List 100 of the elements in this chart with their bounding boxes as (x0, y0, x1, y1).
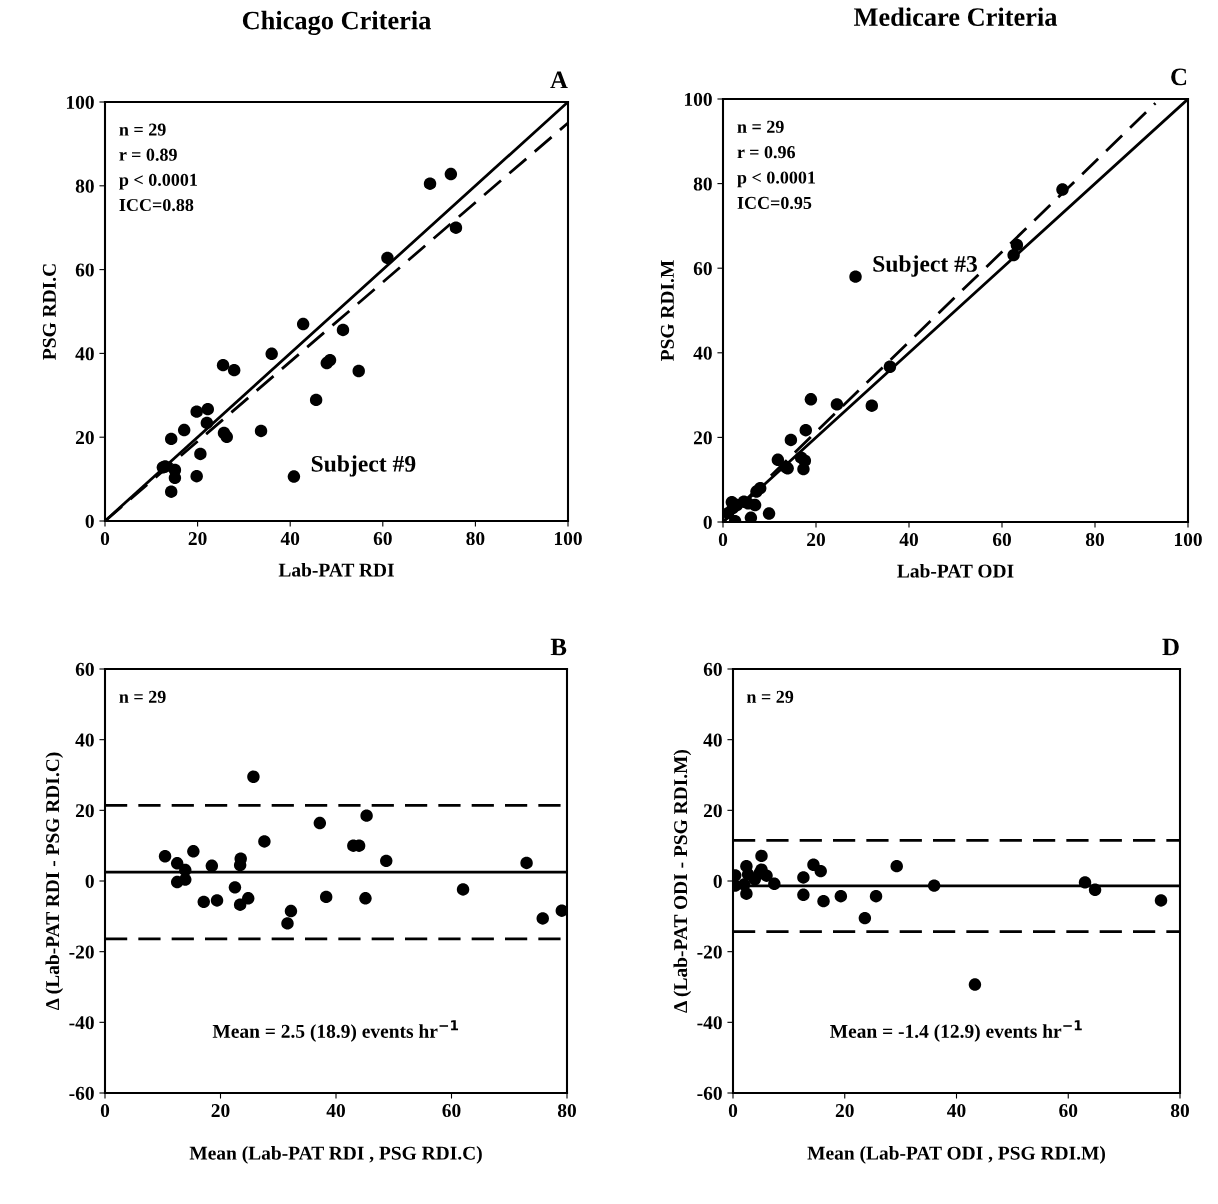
point (799, 424, 812, 437)
point (319, 890, 333, 904)
point (555, 904, 567, 917)
point (381, 251, 394, 265)
point (296, 317, 310, 331)
point (201, 402, 214, 416)
point (352, 364, 365, 378)
x-tick-label: 80 (1085, 532, 1104, 547)
annotation: p < 0.0001 (737, 171, 816, 188)
point (449, 221, 463, 234)
point (281, 917, 294, 930)
x-tick-label: 40 (947, 1103, 966, 1118)
chart-subtitle: Medicare Criteria (853, 7, 1058, 26)
point (520, 856, 533, 870)
y-tick-label: 60 (703, 662, 722, 676)
y-tick-label: 60 (693, 262, 712, 276)
y-tick-label: 0 (703, 515, 712, 529)
x-tick-label: 20 (211, 1103, 230, 1118)
y-tick-label: 60 (75, 662, 94, 676)
y-axis-title: PSG RDI.C (42, 264, 56, 360)
point (197, 895, 210, 909)
y-tick-label: -40 (697, 1016, 722, 1030)
annotation: r = 0.96 (737, 146, 796, 159)
point (247, 770, 260, 783)
point (233, 898, 247, 911)
point (741, 868, 755, 881)
y-axis-title: Δ (Lab-PAT ODI - PSG RDI.M) (673, 749, 692, 1013)
y-tick-label: -60 (697, 1086, 722, 1100)
point (190, 405, 203, 418)
point (205, 859, 219, 873)
x-tick-label: 100 (1174, 532, 1202, 547)
x-tick-label: 60 (373, 531, 392, 546)
point (320, 356, 333, 370)
x-tick-label: 100 (554, 531, 582, 546)
x-tick-label: 40 (280, 531, 300, 546)
annotation: ICC=0.95 (737, 196, 812, 210)
point (1056, 183, 1069, 196)
point (258, 835, 271, 848)
chart-title: B (550, 638, 567, 656)
y-tick-label: 60 (75, 263, 94, 277)
point (1154, 894, 1168, 907)
annotation: p < 0.0001 (119, 173, 197, 190)
annotation: n = 29 (746, 690, 794, 703)
y-tick-label: 40 (75, 733, 94, 747)
y-tick-label: 80 (75, 179, 94, 193)
point (423, 177, 437, 190)
point (444, 167, 458, 181)
x-tick-label: 60 (1059, 1103, 1078, 1118)
annotation: n = 29 (119, 690, 166, 703)
point (1007, 248, 1020, 262)
point (1010, 238, 1024, 252)
chart-title: C (1171, 68, 1187, 86)
point (177, 423, 191, 437)
point (784, 433, 798, 447)
point (380, 854, 393, 868)
x-tick-label: 0 (100, 531, 110, 546)
annotation: ICC=0.88 (119, 198, 194, 212)
point (794, 451, 808, 464)
y-tick-label: -20 (69, 945, 94, 959)
point (217, 426, 231, 440)
point (165, 432, 178, 446)
point (456, 883, 470, 896)
point (760, 869, 773, 882)
y-tick-label: -40 (69, 1016, 94, 1030)
point (834, 889, 848, 903)
point (242, 892, 255, 905)
point (1088, 883, 1102, 897)
y-tick-label: 40 (703, 733, 722, 747)
point (755, 849, 768, 863)
point (737, 878, 751, 891)
y-axis-title: Δ (Lab-PAT RDI - PSG RDI.C) (45, 752, 64, 1010)
point (360, 809, 373, 822)
x-tick-label: 20 (835, 1103, 854, 1118)
y-tick-label: 20 (75, 804, 94, 818)
point (265, 347, 278, 361)
point (750, 485, 763, 498)
point (858, 911, 872, 925)
point (227, 363, 241, 377)
point (830, 398, 844, 411)
point (254, 424, 268, 438)
chart-title: A (550, 71, 568, 89)
x-tick-label: 80 (1170, 1103, 1189, 1118)
point (797, 462, 810, 476)
y-tick-label: 20 (75, 431, 94, 445)
annotation: Subject #3 (873, 255, 977, 277)
point (797, 888, 810, 901)
point (359, 892, 372, 905)
annotation: n = 29 (119, 123, 166, 136)
point (804, 393, 818, 406)
y-tick-label: 100 (684, 92, 712, 106)
point (228, 881, 242, 894)
point (748, 498, 762, 512)
point (768, 877, 781, 891)
point (200, 416, 214, 430)
point (723, 506, 735, 520)
point (849, 270, 862, 283)
point (744, 511, 758, 522)
annotation: Subject #9 (311, 455, 416, 477)
x-tick-label: 60 (442, 1103, 461, 1118)
y-tick-label: 0 (85, 514, 94, 528)
